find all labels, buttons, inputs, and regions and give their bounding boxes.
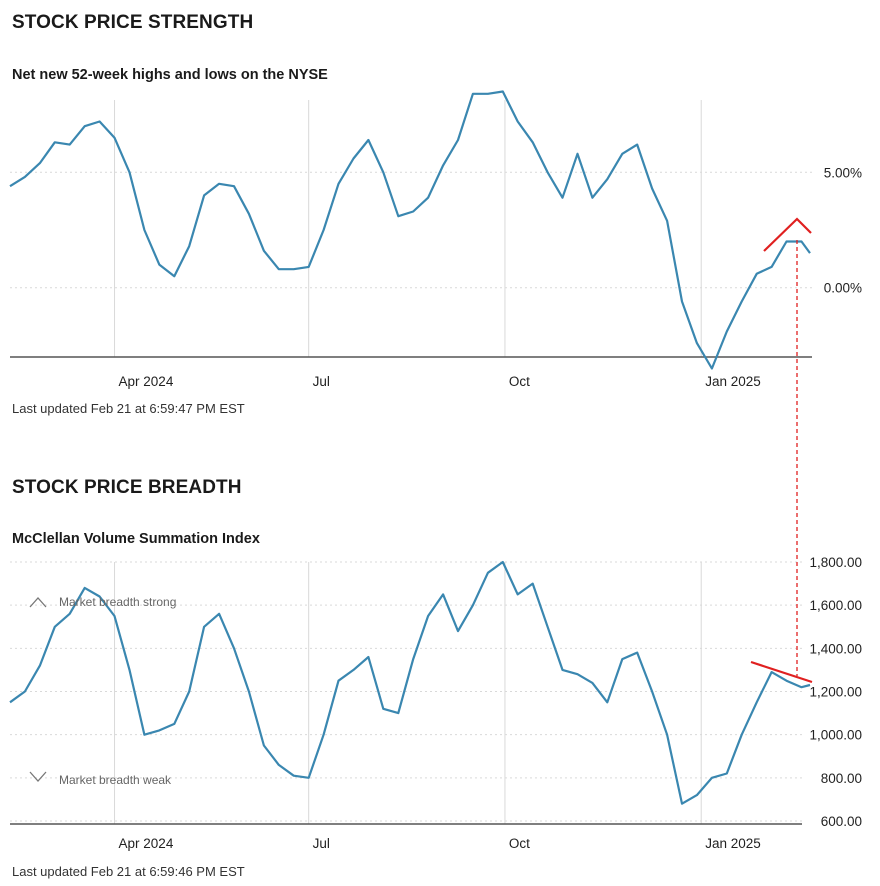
x-tick-label: Jan 2025: [705, 374, 761, 389]
chart-1-last-updated: Last updated Feb 21 at 6:59:47 PM EST: [12, 401, 245, 416]
chart-2-plot: 1,800.00 1,600.00 1,400.00 1,200.00 1,000.00…: [9, 555, 862, 851]
y-tick-label: 0.00%: [824, 281, 862, 296]
y-tick-label: 1,200.00: [809, 685, 862, 700]
market-breadth-weak-label: Market breadth weak: [59, 773, 172, 787]
x-tick-label: Jan 2025: [705, 836, 761, 851]
y-tick-label: 600.00: [821, 814, 862, 829]
x-tick-label: Apr 2024: [119, 374, 174, 389]
y-tick-label: 800.00: [821, 771, 862, 786]
y-tick-label: 1,600.00: [809, 598, 862, 613]
red-peak-arrow: [763, 217, 812, 252]
y-tick-label: 1,400.00: [809, 641, 862, 656]
red-trend-line: [750, 660, 813, 684]
chart-2-subtitle: McClellan Volume Summation Index: [12, 531, 260, 547]
series-line: [9, 560, 811, 805]
x-tick-label: Jul: [313, 836, 330, 851]
chart-1-subtitle: Net new 52-week highs and lows on the NY…: [12, 67, 328, 83]
y-tick-label: 5.00%: [824, 165, 862, 180]
x-tick-label: Jul: [313, 374, 330, 389]
y-tick-label: 1,000.00: [809, 728, 862, 743]
x-tick-label: Oct: [509, 374, 530, 389]
chart-1-title: STOCK PRICE STRENGTH: [12, 12, 254, 33]
chevron-down-icon: [29, 771, 47, 782]
chart-2-title: STOCK PRICE BREADTH: [12, 477, 242, 498]
market-breadth-strong-label: Market breadth strong: [59, 595, 176, 609]
chart-1-plot: 5.00% 0.00% Apr 2024 Jul Oct Jan 2025: [9, 90, 862, 389]
y-tick-label: 1,800.00: [809, 555, 862, 570]
x-tick-label: Apr 2024: [119, 836, 174, 851]
chevron-up-icon: [29, 597, 47, 608]
x-tick-label: Oct: [509, 836, 530, 851]
chart-2-last-updated: Last updated Feb 21 at 6:59:46 PM EST: [12, 864, 245, 879]
